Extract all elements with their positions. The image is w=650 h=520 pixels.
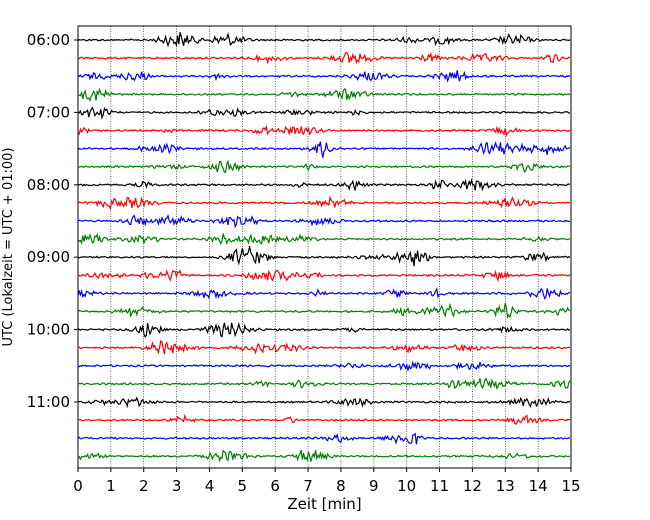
x-tick-label: 7 (303, 477, 313, 495)
plot-frame (77, 25, 572, 469)
x-tick-label: 5 (238, 477, 248, 495)
x-tick-label: 4 (205, 477, 215, 495)
seismic-trace (77, 87, 571, 102)
seismic-trace (77, 246, 571, 267)
seismic-trace (77, 377, 571, 390)
y-tick-label: 11:00 (27, 393, 70, 411)
y-tick-label: 10:00 (27, 321, 70, 339)
seismic-trace (77, 195, 571, 211)
vertical-grid (110, 26, 539, 468)
x-tick-label: 14 (529, 477, 548, 495)
seismic-trace (77, 413, 571, 426)
x-axis-ticks: 0 1 2 3 4 5 6 7 8 9 10 11 12 13 14 15 (73, 468, 581, 495)
seismic-trace (77, 177, 571, 192)
seismic-trace (77, 432, 571, 445)
seismic-trace (77, 51, 571, 65)
x-tick-label: 3 (172, 477, 182, 495)
seismic-trace (77, 232, 571, 246)
x-axis-label: Zeit [min] (287, 495, 361, 513)
seismic-trace (77, 339, 571, 355)
y-tick-label: 07:00 (27, 103, 70, 121)
seismic-trace (77, 302, 571, 319)
x-tick-label: 11 (430, 477, 449, 495)
seismic-trace (77, 140, 571, 158)
seismic-trace (77, 70, 571, 83)
x-tick-label: 10 (397, 477, 416, 495)
seismic-traces (77, 32, 571, 463)
y-axis-ticks: 06:00 07:00 08:00 09:00 10:00 11:00 (27, 31, 78, 411)
x-tick-label: 13 (496, 477, 515, 495)
seismic-trace (77, 106, 571, 120)
seismic-trace (77, 321, 571, 338)
seismic-trace (77, 269, 571, 283)
x-tick-label: 6 (270, 477, 280, 495)
seismic-trace (77, 449, 571, 463)
x-tick-label: 8 (336, 477, 346, 495)
y-axis-label: UTC (Lokalzeit = UTC + 01:00) (1, 148, 16, 347)
seismic-trace (77, 287, 571, 300)
seismic-trace (77, 396, 571, 409)
seismic-trace (77, 360, 571, 371)
seismic-trace (77, 124, 571, 137)
seismic-trace (77, 159, 571, 173)
x-tick-label: 9 (369, 477, 379, 495)
y-tick-label: 09:00 (27, 248, 70, 266)
seismic-trace (77, 214, 571, 229)
y-tick-label: 06:00 (27, 31, 70, 49)
x-tick-label: 2 (139, 477, 149, 495)
x-tick-label: 15 (561, 477, 580, 495)
x-tick-label: 1 (106, 477, 116, 495)
x-tick-label: 0 (73, 477, 83, 495)
seismic-trace (77, 32, 571, 48)
y-tick-label: 08:00 (27, 176, 70, 194)
x-tick-label: 12 (463, 477, 482, 495)
